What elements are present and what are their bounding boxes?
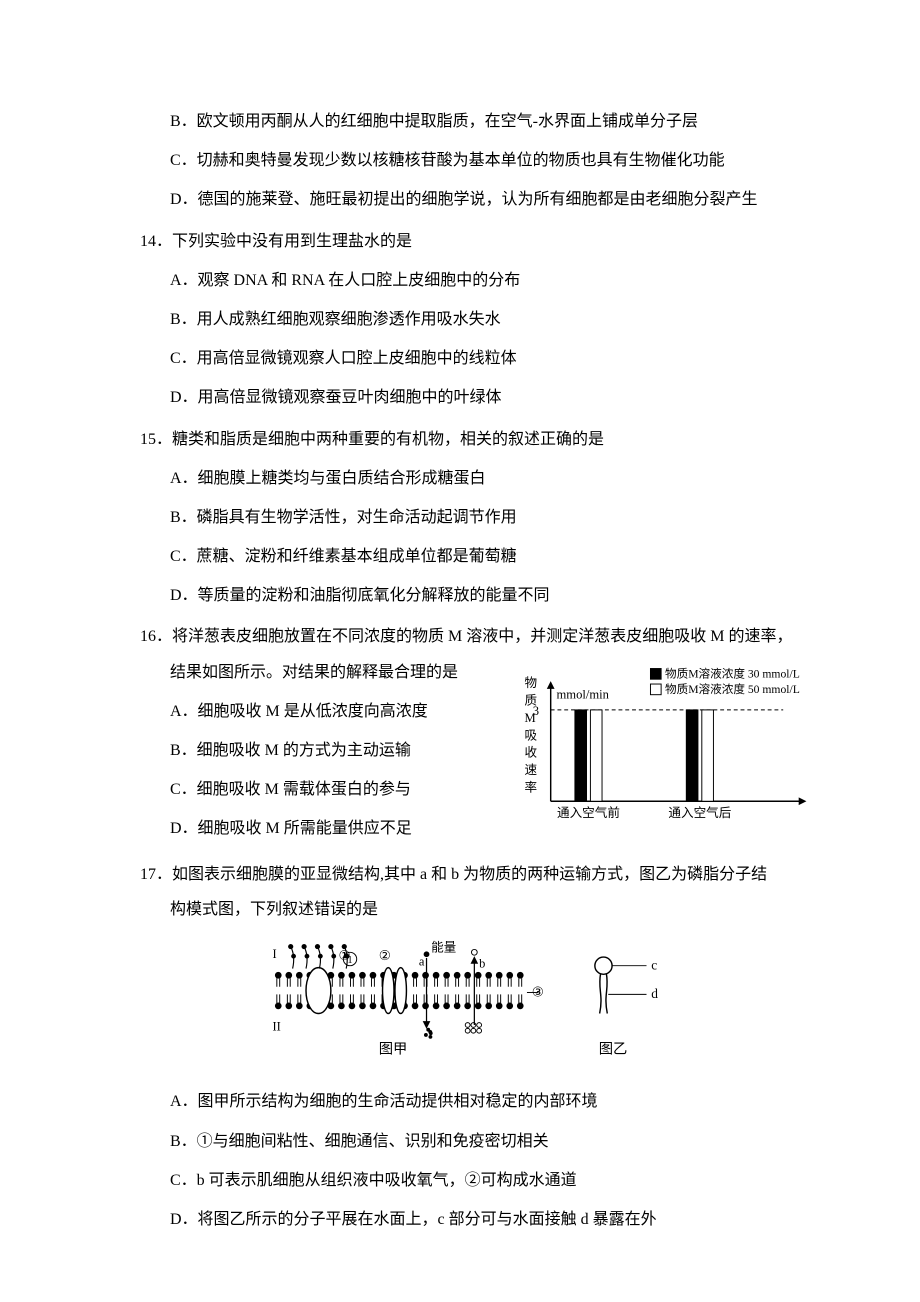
q17-option-d: D．将图乙所示的分子平展在水面上，c 部分可与水面接触 d 暴露在外 [170, 1202, 820, 1237]
q17-stem-line1: 17．如图表示细胞膜的亚显微结构,其中 a 和 b 为物质的两种运输方式，图乙为… [100, 857, 820, 892]
q17-stem1: 如图表示细胞膜的亚显微结构,其中 a 和 b 为物质的两种运输方式，图乙为磷脂分… [172, 866, 767, 883]
svg-text:率: 率 [525, 779, 538, 794]
q16-stem-line2: 结果如图所示。对结果的解释最合理的是 [100, 655, 500, 690]
q17-membrane-diagram: 1②①a能量b③III图甲cd图乙 [240, 937, 680, 1061]
q17-option-c: C．b 可表示肌细胞从组织液中吸收氧气，②可构成水通道 [170, 1163, 820, 1198]
q14-option-d: D．用高倍显微镜观察蚕豆叶肉细胞中的叶绿体 [170, 380, 820, 415]
q14-stem-text: 下列实验中没有用到生理盐水的是 [172, 233, 412, 250]
svg-text:I: I [273, 947, 277, 961]
svg-text:速: 速 [525, 763, 538, 777]
q16-option-d: D．细胞吸收 M 所需能量供应不足 [170, 811, 500, 846]
svg-text:d: d [651, 986, 658, 1001]
q13-option-b: B．欧文顿用丙酮从人的红细胞中提取脂质，在空气-水界面上铺成单分子层 [170, 104, 820, 139]
svg-text:能量: 能量 [431, 940, 456, 954]
q14-stem: 14．下列实验中没有用到生理盐水的是 [100, 224, 820, 259]
svg-text:b: b [479, 957, 485, 971]
q17-stem-line2: 构模式图，下列叙述错误的是 [100, 892, 820, 927]
question-17: 17．如图表示细胞膜的亚显微结构,其中 a 和 b 为物质的两种运输方式，图乙为… [100, 857, 820, 1238]
q15-stem-text: 糖类和脂质是细胞中两种重要的有机物，相关的叙述正确的是 [172, 431, 604, 448]
q13-option-c: C．切赫和奥特曼发现少数以核糖核苷酸为基本单位的物质也具有生物催化功能 [170, 143, 820, 178]
q15-option-c: C．蔗糖、淀粉和纤维素基本组成单位都是葡萄糖 [170, 539, 820, 574]
svg-text:②: ② [379, 948, 391, 963]
svg-text:物质M溶液浓度 30 mmol/L: 物质M溶液浓度 30 mmol/L [665, 666, 800, 680]
svg-text:II: II [273, 1020, 281, 1034]
svg-text:③: ③ [532, 984, 544, 999]
svg-text:物: 物 [525, 676, 538, 690]
svg-text:3: 3 [533, 703, 539, 717]
svg-text:图甲: 图甲 [379, 1042, 408, 1058]
q14-number: 14． [140, 233, 172, 250]
svg-text:物质M溶液浓度 50 mmol/L: 物质M溶液浓度 50 mmol/L [665, 681, 800, 695]
q15-option-d: D．等质量的淀粉和油脂彻底氧化分解释放的能量不同 [170, 578, 820, 613]
svg-text:通入空气后: 通入空气后 [668, 804, 731, 819]
q14-option-c: C．用高倍显微镜观察人口腔上皮细胞中的线粒体 [170, 341, 820, 376]
svg-text:①: ① [339, 948, 351, 963]
q13-option-d: D．德国的施莱登、施旺最初提出的细胞学说，认为所有细胞都是由老细胞分裂产生 [170, 182, 820, 217]
q16-option-b: B．细胞吸收 M 的方式为主动运输 [170, 733, 500, 768]
q16-number: 16． [140, 628, 172, 645]
q16-option-a: A．细胞吸收 M 是从低浓度向高浓度 [170, 694, 500, 729]
q17-number: 17． [140, 866, 172, 883]
question-16: 16．将洋葱表皮细胞放置在不同浓度的物质 M 溶液中，并测定洋葱表皮细胞吸收 M… [100, 619, 820, 850]
question-15: 15．糖类和脂质是细胞中两种重要的有机物，相关的叙述正确的是 A．细胞膜上糖类均… [100, 422, 820, 614]
q15-option-a: A．细胞膜上糖类均与蛋白质结合形成糖蛋白 [170, 461, 820, 496]
q17-option-b: B．①与细胞间粘性、细胞通信、识别和免疫密切相关 [170, 1124, 820, 1159]
q15-option-b: B．磷脂具有生物学活性，对生命活动起调节作用 [170, 500, 820, 535]
q16-stem1: 将洋葱表皮细胞放置在不同浓度的物质 M 溶液中，并测定洋葱表皮细胞吸收 M 的速… [172, 628, 792, 645]
q14-option-b: B．用人成熟红细胞观察细胞渗透作用吸水失水 [170, 302, 820, 337]
svg-text:图乙: 图乙 [599, 1042, 628, 1058]
svg-text:收: 收 [525, 745, 538, 759]
q15-stem: 15．糖类和脂质是细胞中两种重要的有机物，相关的叙述正确的是 [100, 422, 820, 457]
svg-text:吸: 吸 [525, 728, 538, 742]
svg-text:a: a [419, 955, 425, 969]
q16-option-c: C．细胞吸收 M 需载体蛋白的参与 [170, 772, 500, 807]
svg-text:c: c [651, 957, 657, 972]
q13-residual-options: B．欧文顿用丙酮从人的红细胞中提取脂质，在空气-水界面上铺成单分子层 C．切赫和… [100, 104, 820, 218]
q15-number: 15． [140, 431, 172, 448]
q16-bar-chart: 物质M吸收速率mmol/min3通入空气前通入空气后物质M溶液浓度 30 mmo… [510, 645, 820, 851]
svg-text:通入空气前: 通入空气前 [557, 804, 620, 819]
svg-text:mmol/min: mmol/min [557, 687, 610, 701]
q14-option-a: A．观察 DNA 和 RNA 在人口腔上皮细胞中的分布 [170, 263, 820, 298]
q17-option-a: A．图甲所示结构为细胞的生命活动提供相对稳定的内部环境 [170, 1084, 820, 1119]
question-14: 14．下列实验中没有用到生理盐水的是 A．观察 DNA 和 RNA 在人口腔上皮… [100, 224, 820, 416]
